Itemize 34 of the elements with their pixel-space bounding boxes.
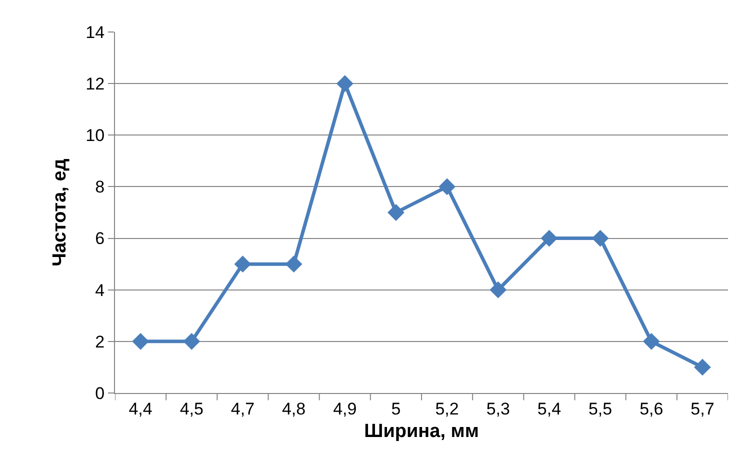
x-tick-label: 4,4 <box>128 399 152 418</box>
point <box>183 332 200 350</box>
x-tick-label: 5,5 <box>588 399 612 418</box>
x-tick-label: 5,2 <box>435 399 459 418</box>
point <box>540 230 558 247</box>
x-tick-label: 5,7 <box>690 399 714 418</box>
x-tick-label: 4,5 <box>180 399 204 418</box>
y-tick-label: 14 <box>86 22 105 42</box>
y-axis-title: Частота, ед <box>50 158 71 266</box>
point <box>438 178 456 196</box>
y-tick-label: 4 <box>95 280 105 300</box>
x-tick-label: 4,9 <box>333 399 357 418</box>
point <box>336 75 354 92</box>
y-tick-label: 6 <box>95 229 105 248</box>
x-axis-title: Ширина, мм <box>364 421 479 442</box>
point <box>132 332 149 350</box>
x-tick-label: 4,8 <box>282 399 306 418</box>
y-tick-label: 8 <box>95 178 105 197</box>
x-tick-label: 5,4 <box>537 399 562 418</box>
y-tick-label: 2 <box>95 332 105 352</box>
point <box>642 332 660 350</box>
point <box>490 281 507 298</box>
point <box>694 358 711 376</box>
point <box>234 256 252 273</box>
x-tick-label: 5,6 <box>640 399 664 418</box>
y-tick-label: 10 <box>86 126 105 146</box>
x-tick-label: 5,3 <box>486 399 510 418</box>
y-tick-label: 12 <box>86 74 105 94</box>
point <box>388 204 404 221</box>
x-tick-label: 5 <box>391 399 401 418</box>
y-tick-label: 0 <box>95 384 105 403</box>
point <box>592 230 609 247</box>
x-tick-label: 4,7 <box>230 399 255 418</box>
point <box>285 256 302 273</box>
